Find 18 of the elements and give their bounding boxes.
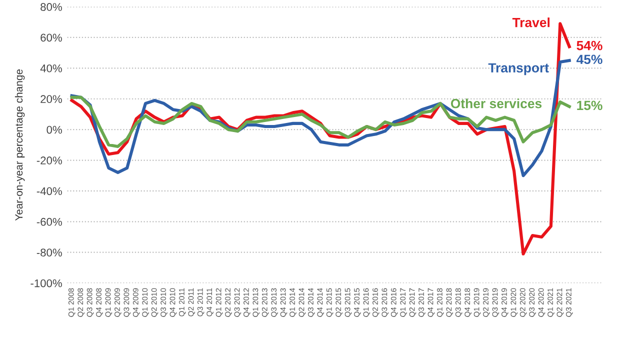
- line-series: [70, 96, 571, 148]
- y-tick-label: -80%: [36, 248, 62, 256]
- y-tick-label: 40%: [40, 64, 62, 72]
- y-tick-label: -60%: [36, 218, 62, 226]
- series-label: Travel: [512, 18, 550, 28]
- y-tick-label: -40%: [36, 187, 62, 196]
- y-tick-label: 80%: [40, 3, 62, 11]
- data-label: 45%: [576, 54, 602, 64]
- y-tick-label: 60%: [40, 34, 62, 42]
- data-label: 54%: [576, 40, 602, 50]
- y-tick-label: -20%: [36, 156, 62, 164]
- series-label: Transport: [488, 63, 549, 76]
- y-tick-label: 0%: [46, 126, 62, 134]
- y-axis-title: Year-on-year percentage change: [14, 69, 25, 221]
- data-label: 15%: [577, 100, 602, 110]
- y-tick-label: -100%: [30, 279, 62, 288]
- series-label: Other services: [450, 98, 542, 108]
- y-tick-label: 20%: [40, 95, 62, 104]
